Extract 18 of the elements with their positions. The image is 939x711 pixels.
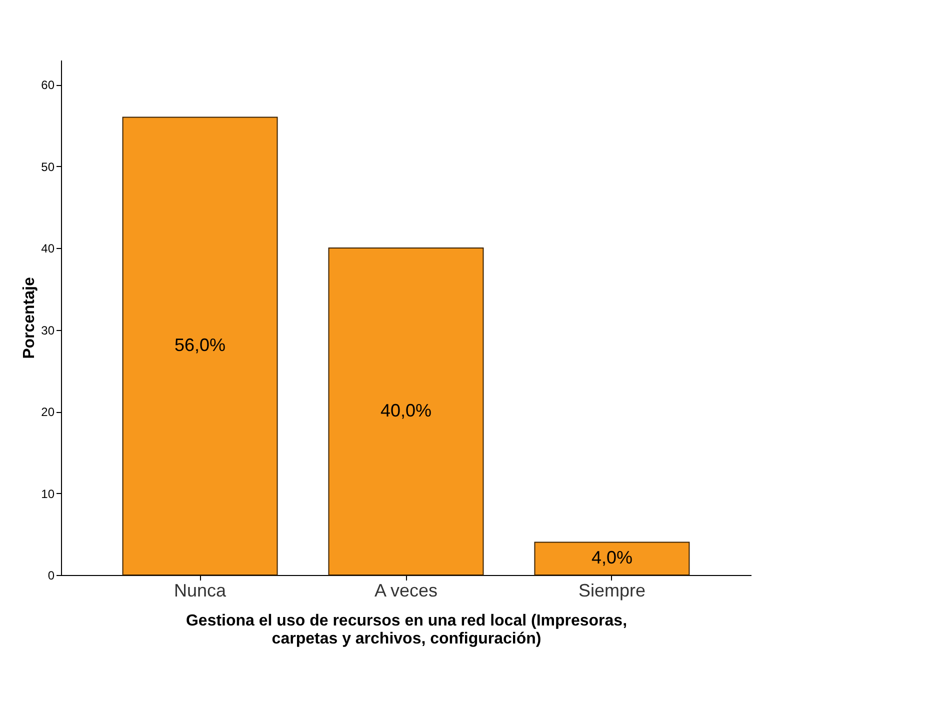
y-tick-label: 40: [41, 242, 55, 256]
y-tick-label: 60: [41, 78, 55, 92]
x-tick-label: A veces: [374, 580, 438, 600]
x-tick-label: Nunca: [174, 580, 228, 600]
data-label: 56,0%: [174, 335, 226, 356]
x-axis-title: Gestiona el uso de recursos en una red local (Impresoras, carpetas y archivos, configuración): [186, 612, 628, 648]
y-tick-label: 10: [41, 486, 55, 501]
bar: [328, 248, 484, 576]
y-axis-title: Porcentaje: [21, 276, 38, 359]
data-label: 4,0%: [591, 548, 632, 568]
data-label: 40,0%: [380, 400, 432, 421]
y-tick-label: 20: [41, 405, 55, 420]
bar: [122, 116, 278, 576]
y-tick-label: 50: [41, 160, 55, 174]
x-tick-label: Siempre: [578, 580, 646, 600]
y-tick-label: 0: [48, 568, 55, 582]
bar: [534, 542, 690, 576]
y-tick-label: 30: [41, 323, 55, 338]
